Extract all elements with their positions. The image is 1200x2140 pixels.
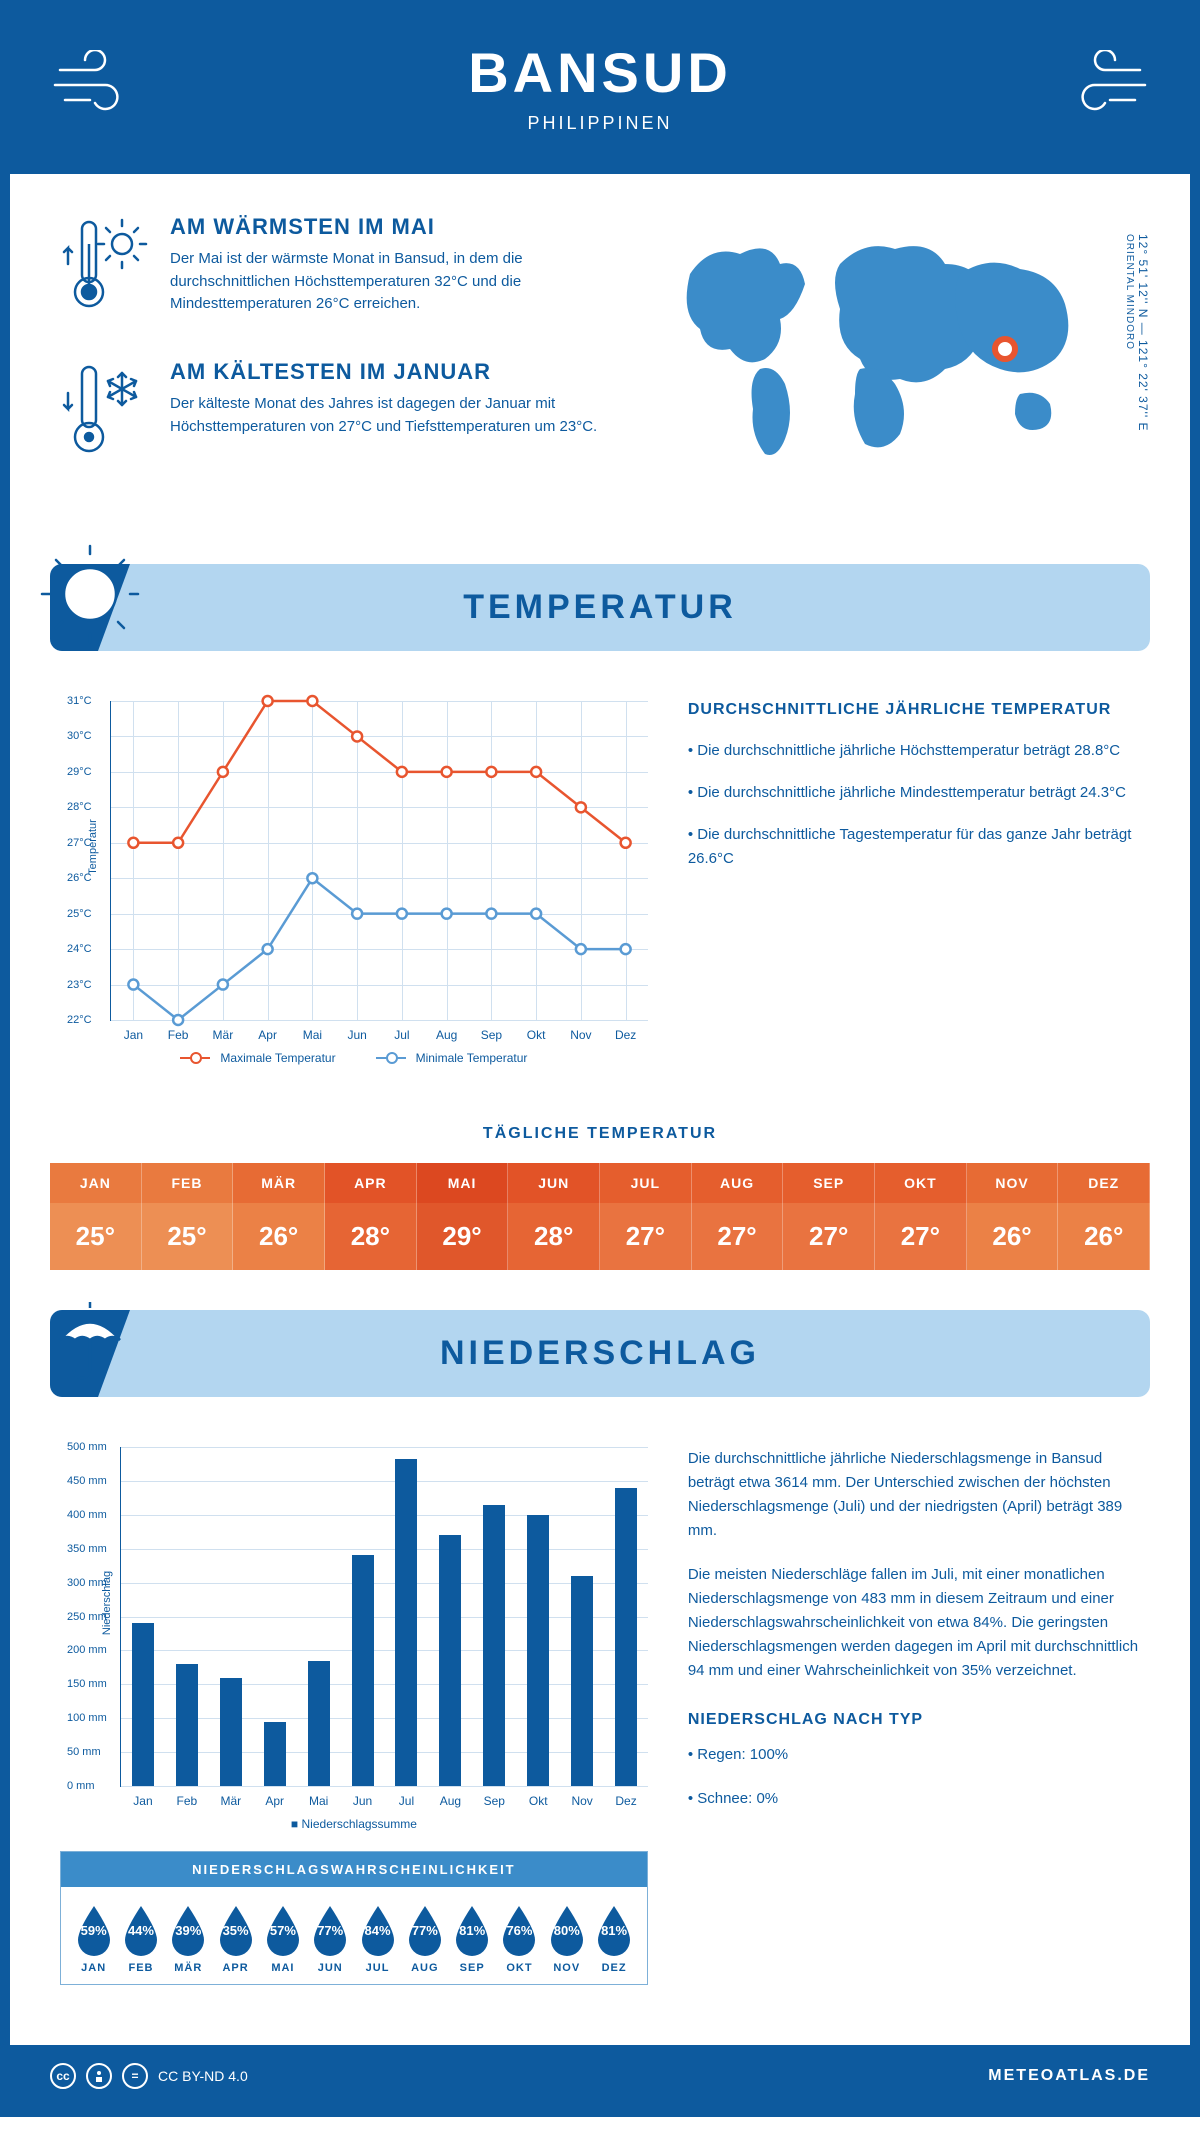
info-section: AM WÄRMSTEN IM MAI Der Mai ist der wärms… bbox=[10, 174, 1190, 544]
page-subtitle: PHILIPPINEN bbox=[30, 113, 1170, 134]
warmest-title: AM WÄRMSTEN IM MAI bbox=[170, 214, 620, 240]
thermometer-sun-icon bbox=[60, 214, 150, 329]
probability-drop: 77%AUG bbox=[402, 1902, 447, 1974]
probability-drop: 76%OKT bbox=[497, 1902, 542, 1974]
probability-drop: 77%JUN bbox=[308, 1902, 353, 1974]
precipitation-chart: Niederschlag 0 mm50 mm100 mm150 mm200 mm… bbox=[120, 1447, 648, 1787]
precipitation-banner: NIEDERSCHLAG bbox=[50, 1310, 1150, 1397]
header: BANSUD PHILIPPINEN bbox=[10, 10, 1190, 174]
section-title: NIEDERSCHLAG bbox=[74, 1334, 1126, 1373]
wind-icon bbox=[1060, 50, 1150, 125]
footer: cc = CC BY-ND 4.0 METEOATLAS.DE bbox=[10, 2045, 1190, 2107]
temperature-banner: TEMPERATUR bbox=[50, 564, 1150, 651]
coldest-block: AM KÄLTESTEN IM JANUAR Der kälteste Mona… bbox=[60, 359, 620, 474]
precipitation-summary: Die durchschnittliche jährliche Niedersc… bbox=[688, 1447, 1140, 1985]
probability-drop: 44%FEB bbox=[118, 1902, 163, 1974]
temperature-summary: DURCHSCHNITTLICHE JÄHRLICHE TEMPERATUR •… bbox=[688, 701, 1140, 1065]
probability-drop: 57%MAI bbox=[260, 1902, 305, 1974]
warmest-text: Der Mai ist der wärmste Monat in Bansud,… bbox=[170, 248, 620, 316]
coldest-title: AM KÄLTESTEN IM JANUAR bbox=[170, 359, 620, 385]
license-text: CC BY-ND 4.0 bbox=[158, 2068, 248, 2084]
probability-drop: 84%JUL bbox=[355, 1902, 400, 1974]
by-icon bbox=[86, 2063, 112, 2089]
sun-icon bbox=[40, 544, 140, 644]
probability-drop: 81%DEZ bbox=[591, 1902, 636, 1974]
probability-title: NIEDERSCHLAGSWAHRSCHEINLICHKEIT bbox=[61, 1852, 647, 1887]
probability-drop: 81%SEP bbox=[450, 1902, 495, 1974]
daily-title: TÄGLICHE TEMPERATUR bbox=[10, 1125, 1190, 1143]
wind-icon bbox=[50, 50, 140, 125]
brand: METEOATLAS.DE bbox=[988, 2067, 1150, 2085]
nd-icon: = bbox=[122, 2063, 148, 2089]
section-title: TEMPERATUR bbox=[74, 588, 1126, 627]
probability-drop: 39%MÄR bbox=[166, 1902, 211, 1974]
bar-legend: Niederschlagssumme bbox=[60, 1817, 648, 1831]
coldest-text: Der kälteste Monat des Jahres ist dagege… bbox=[170, 393, 620, 438]
world-map: 12° 51' 12'' N — 121° 22' 37'' E ORIENTA… bbox=[660, 214, 1140, 504]
probability-drop: 35%APR bbox=[213, 1902, 258, 1974]
umbrella-icon bbox=[40, 1290, 140, 1390]
cc-icon: cc bbox=[50, 2063, 76, 2089]
page-title: BANSUD bbox=[30, 40, 1170, 105]
chart-legend: .legend-line[style*="e8552f"]::after{bor… bbox=[60, 1051, 648, 1065]
probability-drop: 80%NOV bbox=[544, 1902, 589, 1974]
warmest-block: AM WÄRMSTEN IM MAI Der Mai ist der wärms… bbox=[60, 214, 620, 329]
thermometer-snow-icon bbox=[60, 359, 150, 474]
temperature-chart: Temperatur 22°C23°C24°C25°C26°C27°C28°C2… bbox=[60, 701, 648, 1065]
coordinates: 12° 51' 12'' N — 121° 22' 37'' E ORIENTA… bbox=[1122, 234, 1150, 431]
probability-box: NIEDERSCHLAGSWAHRSCHEINLICHKEIT 59%JAN44… bbox=[60, 1851, 648, 1985]
probability-drop: 59%JAN bbox=[71, 1902, 116, 1974]
daily-table: JAN25°FEB25°MÄR26°APR28°MAI29°JUN28°JUL2… bbox=[50, 1163, 1150, 1270]
